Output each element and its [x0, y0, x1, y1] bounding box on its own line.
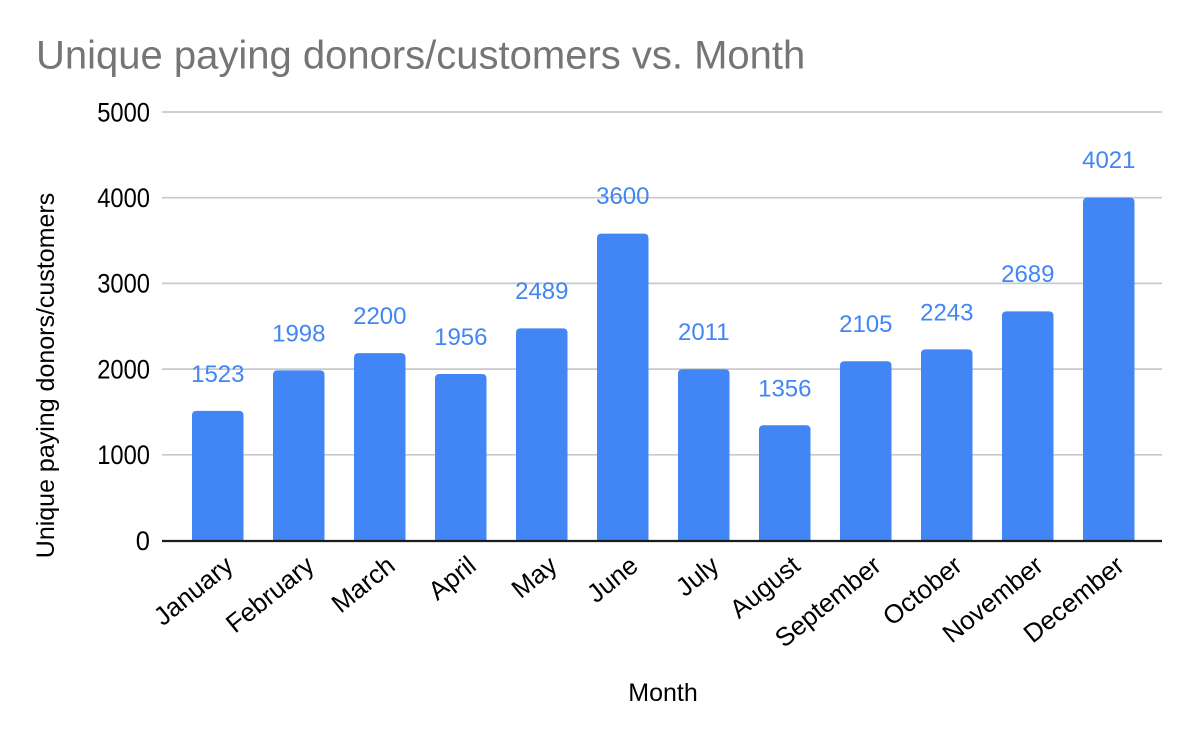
svg-text:1998: 1998: [272, 320, 325, 347]
svg-text:1000: 1000: [97, 440, 150, 470]
svg-text:Unique paying donors/customers: Unique paying donors/customers vs. Month: [36, 34, 805, 78]
svg-text:2689: 2689: [1001, 261, 1054, 288]
svg-text:Unique paying donors/customers: Unique paying donors/customers: [32, 193, 60, 558]
svg-text:3000: 3000: [97, 269, 150, 299]
svg-text:1956: 1956: [434, 324, 487, 351]
svg-text:2000: 2000: [97, 354, 150, 384]
svg-text:3600: 3600: [596, 183, 649, 210]
svg-text:2011: 2011: [678, 319, 730, 346]
svg-text:4021: 4021: [1082, 147, 1135, 174]
svg-text:5000: 5000: [97, 97, 150, 127]
svg-text:0: 0: [136, 526, 150, 556]
svg-text:2105: 2105: [839, 311, 892, 338]
svg-text:1523: 1523: [191, 361, 244, 388]
svg-text:1356: 1356: [758, 375, 811, 402]
svg-text:2243: 2243: [920, 299, 973, 326]
svg-text:Month: Month: [628, 679, 697, 707]
svg-text:2200: 2200: [353, 303, 406, 330]
svg-text:4000: 4000: [97, 183, 150, 213]
svg-text:2489: 2489: [515, 278, 568, 305]
